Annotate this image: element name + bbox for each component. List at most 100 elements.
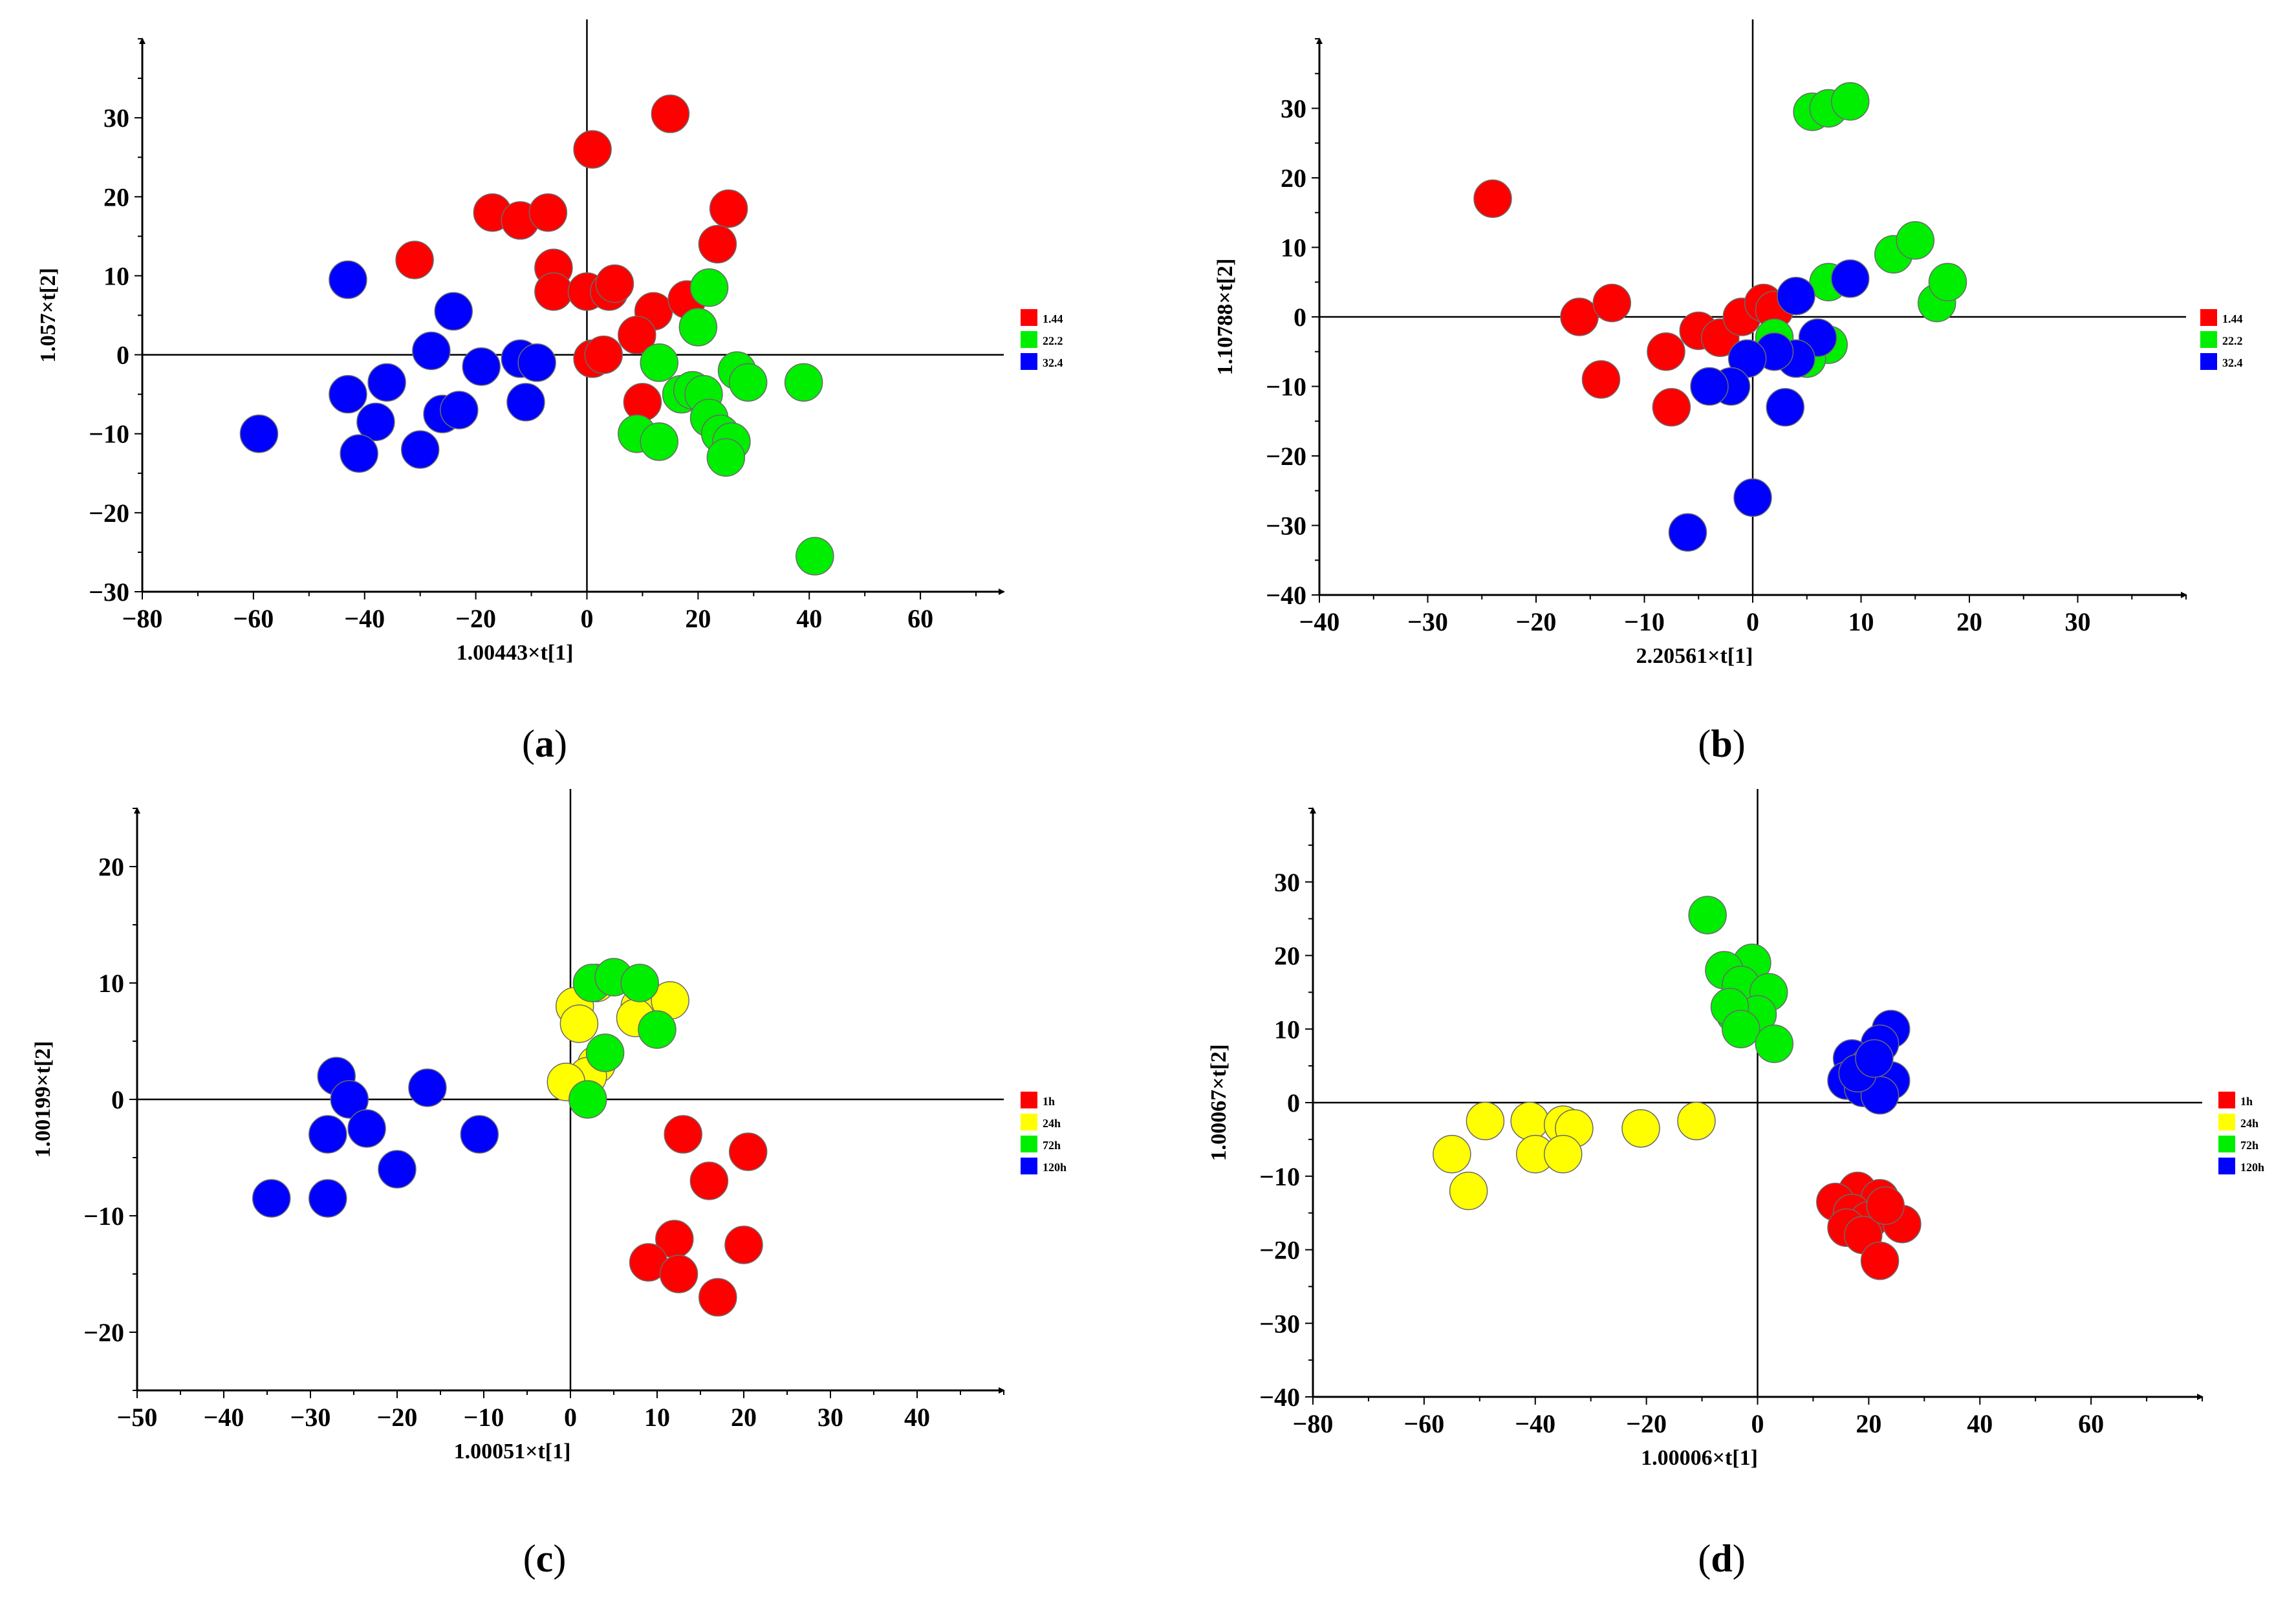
legend-swatch [1021,331,1037,348]
y-tick-label: 30 [1274,868,1300,897]
legend: 1h 24h 72h 120h [2218,1092,2264,1174]
data-point-32.4 [1831,259,1870,298]
x-tick-label: −20 [1516,607,1557,636]
panel-caption: (d) [1698,1537,1745,1580]
legend-swatch [2218,1092,2235,1108]
y-tick-label: 10 [98,969,124,998]
data-point-22.2 [796,537,834,576]
y-tick-label: 10 [103,261,129,290]
data-point-32.4 [239,414,279,453]
legend-label: 22.2 [2222,334,2243,347]
data-point-120h [252,1179,291,1218]
data-point-22.2 [784,363,823,402]
data-point-24h [1433,1134,1471,1174]
data-point-72h [585,1033,625,1072]
data-point-1.44 [1581,360,1621,399]
y-axis-label: 1.00067×t[2] [1207,1044,1231,1161]
data-point-1h [1860,1241,1900,1280]
data-point-32.4 [329,260,367,299]
data-point-1.44 [584,335,623,374]
legend-swatch [1021,1136,1037,1152]
x-tick-label: −20 [455,604,496,633]
x-tick-label: −20 [377,1403,418,1432]
x-tick-label: −80 [1293,1409,1334,1438]
y-tick-label: −20 [89,499,129,528]
chart-panel-c: −50 −40 −30 −20 −10 0 10 20 30 40 −20 −10 0 10 20 1.000… [31,789,1067,1580]
data-point-32.4 [1668,513,1707,552]
data-point-22.2 [1831,82,1870,121]
y-tick-label: 20 [1281,164,1306,193]
data-point-120h [309,1179,347,1218]
data-point-32.4 [462,347,501,386]
legend-label: 22.2 [1043,334,1063,347]
x-tick-label: 0 [580,604,593,633]
data-point-22.2 [1896,221,1934,260]
chart-panel-d: −80 −60 −40 −20 0 20 40 60 −40 −30 −20 −10 0 10 20 30 1.… [1207,789,2264,1580]
y-tick-label: −30 [1259,1309,1300,1338]
legend-label: 1h [1043,1095,1055,1108]
y-axis-label: 1.00199×t[2] [31,1041,55,1158]
x-tick-label: −30 [290,1403,331,1432]
data-point-1.44 [573,130,612,169]
data-point-120h [1855,1039,1894,1078]
x-tick-label: −10 [464,1403,504,1432]
data-point-1.44 [595,264,634,303]
data-point-32.4 [506,383,545,422]
data-point-24h [1466,1101,1505,1141]
data-point-32.4 [1733,478,1772,517]
y-axis-label: 1.057×t[2] [36,268,60,363]
data-point-72h [569,1080,607,1119]
x-tick-label: 60 [2078,1409,2104,1438]
data-point-1.44 [1652,388,1691,427]
legend-label: 1h [2240,1095,2253,1108]
data-point-22.2 [678,308,718,347]
legend-label: 72h [2240,1139,2258,1152]
legend-swatch [1021,309,1037,326]
data-point-120h [460,1115,499,1154]
data-point-22.2 [640,343,678,382]
y-axis-label: 1.10788×t[2] [1213,259,1237,376]
y-tick-label: 20 [1274,942,1300,971]
y-tick-label: −10 [1259,1162,1300,1191]
panel-caption: (a) [522,722,567,765]
data-point-32.4 [434,292,473,331]
x-tick-label: 40 [796,604,822,633]
y-tick-label: 30 [1281,94,1306,124]
data-point-32.4 [1690,367,1729,406]
points-group [1473,82,1967,552]
x-tick-label: 20 [1956,607,1982,636]
y-tick-label: 20 [103,182,129,211]
data-point-72h [1688,896,1727,934]
points-group [252,958,768,1317]
legend-label: 1.44 [2222,312,2243,325]
data-point-32.4 [367,363,406,402]
data-point-22.2 [706,438,746,477]
x-tick-label: −30 [1407,607,1448,636]
points-group [239,94,834,576]
data-point-32.4 [1766,388,1804,427]
x-tick-label: −60 [233,604,274,633]
x-tick-label: 40 [1967,1409,1993,1438]
legend: 1h 24h 72h 120h [1021,1092,1067,1174]
y-tick-label: 0 [111,1085,124,1114]
y-tick-label: −20 [1266,442,1306,471]
data-point-32.4 [412,331,451,371]
x-tick-label: 10 [644,1403,670,1432]
x-tick-label: 10 [1848,607,1874,636]
data-point-120h [330,1080,369,1119]
data-point-1.44 [623,383,662,422]
x-tick-label: −60 [1403,1409,1444,1438]
chart-panel-a: −80 −60 −40 −20 0 20 40 60 −30 −20 −10 0 10 20 30 1.004… [36,19,1063,765]
data-point-22.2 [1928,263,1967,301]
x-tick-label: 0 [564,1403,577,1432]
y-tick-label: −10 [83,1202,124,1231]
legend-label: 32.4 [1043,356,1063,369]
y-tick-label: −20 [1259,1236,1300,1265]
data-point-72h [638,1010,677,1049]
data-point-22.2 [689,268,729,307]
y-tick-label: −30 [89,578,129,607]
y-tick-label: −40 [1259,1383,1300,1412]
data-point-1.44 [618,316,656,354]
x-axis-label: 1.00051×t[1] [454,1440,571,1463]
